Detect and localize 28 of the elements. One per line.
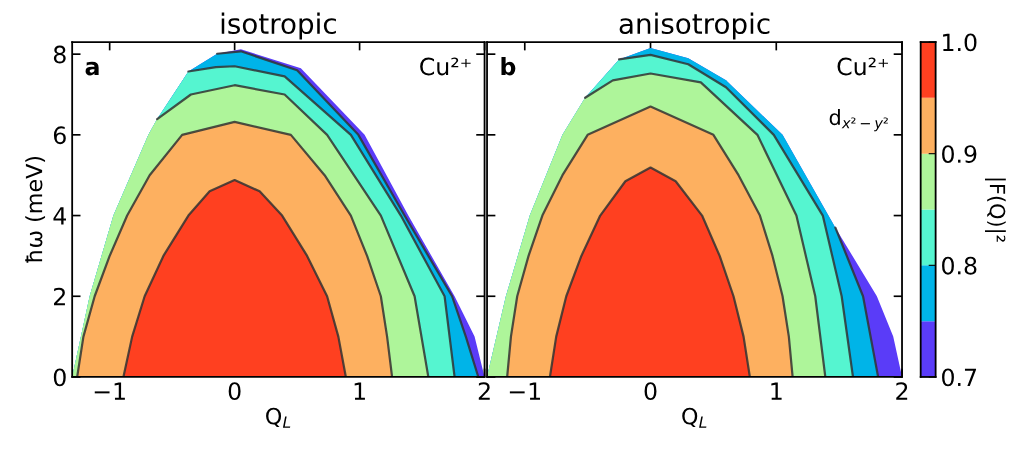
x-axis-title: Q$_{L}$ (682, 407, 707, 428)
y-tick-label: 0 (53, 368, 66, 387)
color-bar-label: 1.0 (943, 33, 977, 52)
y-tick-label: 4 (53, 207, 66, 225)
y-tick-label: 2 (54, 287, 65, 306)
x-tick-label: 1 (771, 382, 782, 400)
x-tick-label: 2 (478, 382, 490, 400)
annotation: Cu²⁺ (420, 57, 471, 76)
color-bar-title: |F(Q)|² (984, 178, 1006, 242)
chart-title: anisotropic (619, 12, 770, 40)
x-tick-label: −1 (509, 382, 540, 400)
annotation: b (501, 57, 516, 76)
x-tick-label: 0 (228, 382, 241, 401)
x-tick-label: 1 (354, 382, 365, 400)
x-tick-label: 0 (644, 382, 657, 401)
y-tick-label: 6 (53, 126, 66, 145)
color-bar-label: 0.9 (942, 145, 977, 163)
annotation: a (85, 61, 99, 76)
y-axis-title: ħω (meV) (25, 156, 46, 263)
color-bar-label: 0.8 (942, 256, 977, 275)
x-tick-label: 2 (896, 382, 908, 400)
chart-title: isotropic (221, 12, 336, 40)
y-tick-label: 8 (53, 45, 66, 64)
annotation: d$_{x²−y²}$ (829, 109, 888, 132)
x-axis-title: Q$_{L}$ (266, 407, 291, 428)
color-bar-label: 0.7 (942, 368, 977, 387)
x-tick-label: −1 (94, 382, 125, 400)
annotation: Cu²⁺ (837, 57, 888, 76)
